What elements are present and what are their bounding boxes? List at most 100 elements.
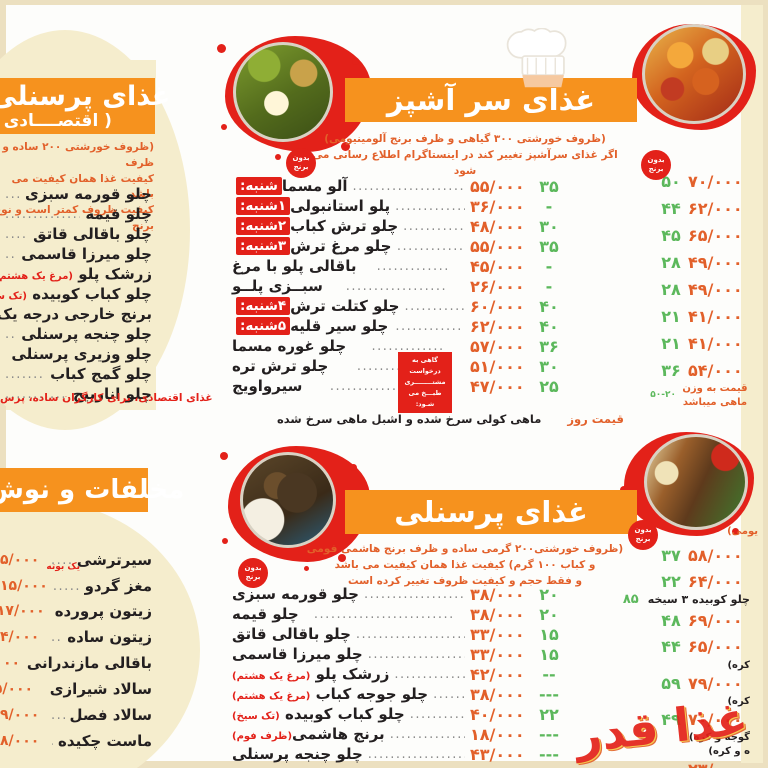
qty: ۱۵ [539,644,559,664]
fish-weight-qty: ۵۰-۲۰ [650,390,676,400]
dish-name: چلو قورمه سبزی [232,585,359,603]
menu-row: --- ۱۸/۰۰۰ ................... برنج هاشم… [232,724,566,744]
koobideh-3skewer-label: چلو کوبیده ۳ سیخه [647,592,750,606]
menu-row: ۲۰ ۳۸/۰۰۰ ......................... چلو … [232,604,566,624]
price: ۴۱/۰۰۰ [688,334,743,353]
price: ۴۱/۰۰۰ [688,307,743,326]
no-rice-line1: بدون [244,564,262,573]
leader-dots: ....... [5,326,17,342]
price-row: ۷۰/۰۰۰ ۴۹ [630,708,750,730]
dish-name: سبــزی پلــو [232,277,323,295]
price: ۳۸/۰۰۰ [470,604,525,624]
dish-name: پلو استانبولی [290,197,391,215]
menu-row: - ۲۶/۰۰۰ .................. سبــزی پلــو [232,276,566,296]
price: ۴۹/۰۰۰ [688,280,743,299]
no-rice-badge-top-right: بدون برنج [641,150,671,180]
dish-name: چلو غوره مسما [232,337,347,355]
sides-item-list: سیرترشی ........ ۵/۰۰۰ یک بوته مغز گردو … [0,548,152,754]
request-note-box: گاهی به درخواست مشتــــــــری طبـــخ می … [398,352,452,414]
qty: ۱۵ [539,624,559,644]
day-tag: شنبه: [236,177,282,195]
menu-row: ۲۲ ۴۰/۰۰۰ ............ چلو کباب کوبیده (… [232,704,566,724]
dish-name: چلو میرزا قاسمی [232,645,363,663]
dish-name: چلو سیر قلیه [290,317,389,335]
menu-row: ۳۵ ۵۵/۰۰۰ ............ چلو مرغ ترش ۳شنبه… [232,236,566,256]
leader-dots: .......... [5,226,28,242]
leader-dots: .................... [367,746,465,762]
chicken-rice-platter-image [642,24,746,124]
day-tag: ۱شنبه: [236,197,291,215]
price: ۳۶/۰۰۰ [470,196,525,216]
price: ۵۵/۰۰۰ [470,176,525,196]
chef-desc-line1: (ظروف خورشتی ۳۰۰ گیاهی و ظرف برنج آلومین… [324,133,606,145]
menu-row: چلو اناربیج .............. [0,384,152,404]
dish-name: چلو قیمه [232,605,299,623]
bottom-right-partial-label: یومی) [727,526,758,537]
top-right-price-list: ۷۰/۰۰۰ ۵۰ ۶۲/۰۰۰ ۴۴ ۶۵/۰۰۰ ۴۵ ۴۹/۰۰۰ ۲۸ … [630,168,750,384]
leader-dots: ............ [404,298,465,314]
leader-dots: ......... [5,186,20,202]
cream-panel-bottom-left [6,540,126,761]
qty: ۴۰ [539,316,559,336]
personnel-desc-line2: و کباب ۱۰۰ گرم) کیفیت غذا همان کیفیت می … [334,558,596,571]
menu-row: ۱۵ ۳۳/۰۰۰ .................... چلو باقال… [232,624,566,644]
economy-footnote: غذای اقتصادی، برای کارگران ساده، پرس [0,392,213,404]
menu-row: زرشک پلو (مرغ یک هشتم) .. [0,264,152,284]
price-row: ۶۵/۰۰۰ ۴۵ [630,222,750,249]
price: ۶۰/۰۰۰ [470,296,525,316]
dish-name: زرشک پلو (مرغ یک هشتم) [232,665,390,683]
price-row: ۲۳/۰۰۰ -- [630,758,750,768]
price: ۶/۰۰۰ [0,655,21,671]
dish-name: چلو چنجه پرسنلی [21,325,152,343]
leader-dots: ....... [433,686,465,702]
menu-row: چلو چنجه پرسنلی ....... [0,324,152,344]
price-row: ۶۵/۰۰۰ ۴۴ [630,634,750,658]
dish-note: (مرغ یک هشتم) [0,271,73,282]
dish-name: چلو چنجه پرسنلی [232,745,363,763]
menu-row: مغز گردو ........ ۱۵/۰۰۰ [0,574,152,598]
ghormeh-sabzi-bowl-image [240,452,336,548]
chef-item-list: ۳۵ ۵۵/۰۰۰ .................... آلو مسما … [232,176,566,396]
qty: - [545,276,553,296]
qty: ۵۰ [661,172,681,191]
qty: ۳۰ [539,216,559,236]
economy-title: غذای پرسنلی [0,80,171,112]
qty: ۲۱ [661,307,681,326]
leader-dots: ............. [395,198,465,214]
dish-name: زیتون ساده [67,628,152,646]
price: ۶۴/۰۰۰ [688,571,743,591]
price: ۸/۰۰۰ [0,733,40,749]
dish-name: چلو کتلت ترش [290,297,400,315]
price-row: ۶۹/۰۰۰ ۴۸ [630,606,750,634]
price: ۵۸/۰۰۰ [688,545,743,565]
menu-row: ۳۶ ۵۷/۰۰۰ ............. چلو غوره مسما [232,336,566,356]
price: ۱۵/۰۰۰ [0,578,48,594]
price: ۷۰/۰۰۰ [688,709,743,729]
price: ۳۸/۰۰۰ [470,584,525,604]
qty: -- [542,664,556,684]
cream-panel-right [741,5,763,763]
menu-row: - ۳۶/۰۰۰ ............. پلو استانبولی ۱شن… [232,196,566,216]
sides-banner: مخلفات و نوش [0,468,184,512]
leader-dots: .................. [345,278,448,294]
no-rice-line2: برنج [245,573,261,581]
dish-name: چلو ترش تره [232,357,329,375]
price-row: ۶۴/۰۰۰ ۲۲ [630,570,750,592]
leader-dots: .............. [5,386,68,402]
qty: ۳۶ [539,336,559,356]
price-row: ۴۹/۰۰۰ ۲۸ [630,276,750,303]
no-rice-line2: برنج [293,163,309,171]
leader-dots: ............. [371,338,445,354]
leader-dots: .. [51,734,53,749]
qty: ۲۸ [661,253,681,272]
economy-description: (ظروف خورشتی ۲۰۰ ساده و ظرف کیفیت غذا هم… [0,140,154,235]
dish-name: چلو باقالی قاتق [232,625,351,643]
leader-dots: ..... [51,629,63,645]
frame-bottom [0,761,768,768]
day-tag: ۳شنبه: [236,237,291,255]
menu-row: برنج خارجی درجه یک .... [0,304,152,324]
dish-name: چلو اناربیج [72,385,152,403]
qty: ۲۸ [661,280,681,299]
personnel-desc-line1: (ظروف خورشتی۲۰۰ گرمی ساده و ظرف برنج هاش… [306,543,624,555]
